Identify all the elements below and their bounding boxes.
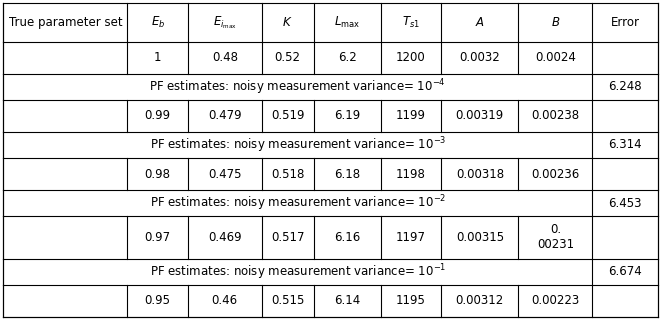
Text: 0.00223: 0.00223 bbox=[531, 294, 580, 307]
Text: 0.00236: 0.00236 bbox=[531, 168, 580, 180]
Text: 0.00319: 0.00319 bbox=[455, 109, 504, 123]
Text: 0.00315: 0.00315 bbox=[456, 231, 504, 244]
Text: 0.479: 0.479 bbox=[208, 109, 242, 123]
Text: 6.18: 6.18 bbox=[334, 168, 360, 180]
Text: 0.518: 0.518 bbox=[271, 168, 305, 180]
Text: PF estimates: noisy measurement variance= $10^{-3}$: PF estimates: noisy measurement variance… bbox=[149, 135, 446, 155]
Text: 0.95: 0.95 bbox=[145, 294, 171, 307]
Text: 0.99: 0.99 bbox=[145, 109, 171, 123]
Text: 1: 1 bbox=[154, 51, 161, 64]
Text: 6.14: 6.14 bbox=[334, 294, 360, 307]
Text: 0.00312: 0.00312 bbox=[455, 294, 504, 307]
Text: 0.469: 0.469 bbox=[208, 231, 242, 244]
Text: PF estimates: noisy measurement variance= $10^{-1}$: PF estimates: noisy measurement variance… bbox=[149, 262, 446, 282]
Text: $T_{s1}$: $T_{s1}$ bbox=[402, 15, 420, 30]
Text: $L_{\mathrm{max}}$: $L_{\mathrm{max}}$ bbox=[334, 15, 360, 30]
Text: 0.97: 0.97 bbox=[145, 231, 171, 244]
Text: 0.98: 0.98 bbox=[145, 168, 171, 180]
Text: 0.0032: 0.0032 bbox=[459, 51, 500, 64]
Text: PF estimates: noisy measurement variance= $10^{-4}$: PF estimates: noisy measurement variance… bbox=[149, 77, 446, 97]
Text: 6.248: 6.248 bbox=[608, 80, 642, 93]
Text: 6.453: 6.453 bbox=[608, 196, 642, 210]
Text: $B$: $B$ bbox=[551, 16, 560, 29]
Text: PF estimates: noisy measurement variance= $10^{-2}$: PF estimates: noisy measurement variance… bbox=[149, 193, 446, 213]
Text: 0.475: 0.475 bbox=[208, 168, 241, 180]
Text: 6.19: 6.19 bbox=[334, 109, 360, 123]
Text: $K$: $K$ bbox=[282, 16, 293, 29]
Text: $E_{b}$: $E_{b}$ bbox=[151, 15, 165, 30]
Text: True parameter set: True parameter set bbox=[9, 16, 122, 29]
Text: 0.48: 0.48 bbox=[212, 51, 238, 64]
Text: 6.674: 6.674 bbox=[608, 265, 642, 278]
Text: 1199: 1199 bbox=[396, 109, 426, 123]
Text: 0.0024: 0.0024 bbox=[535, 51, 576, 64]
Text: 6.314: 6.314 bbox=[608, 139, 642, 151]
Text: 1198: 1198 bbox=[396, 168, 426, 180]
Text: 1197: 1197 bbox=[396, 231, 426, 244]
Text: 1195: 1195 bbox=[396, 294, 426, 307]
Text: 0.
00231: 0. 00231 bbox=[537, 223, 574, 252]
Text: Error: Error bbox=[611, 16, 639, 29]
Text: 0.52: 0.52 bbox=[275, 51, 301, 64]
Text: 6.16: 6.16 bbox=[334, 231, 360, 244]
Text: 0.515: 0.515 bbox=[271, 294, 305, 307]
Text: 0.517: 0.517 bbox=[271, 231, 305, 244]
Text: 0.519: 0.519 bbox=[271, 109, 305, 123]
Text: 1200: 1200 bbox=[396, 51, 426, 64]
Text: $E_{i_{\mathrm{max}}}$: $E_{i_{\mathrm{max}}}$ bbox=[213, 14, 237, 31]
Text: $A$: $A$ bbox=[475, 16, 485, 29]
Text: 6.2: 6.2 bbox=[338, 51, 357, 64]
Text: 0.00318: 0.00318 bbox=[456, 168, 504, 180]
Text: 0.46: 0.46 bbox=[212, 294, 238, 307]
Text: 0.00238: 0.00238 bbox=[531, 109, 580, 123]
